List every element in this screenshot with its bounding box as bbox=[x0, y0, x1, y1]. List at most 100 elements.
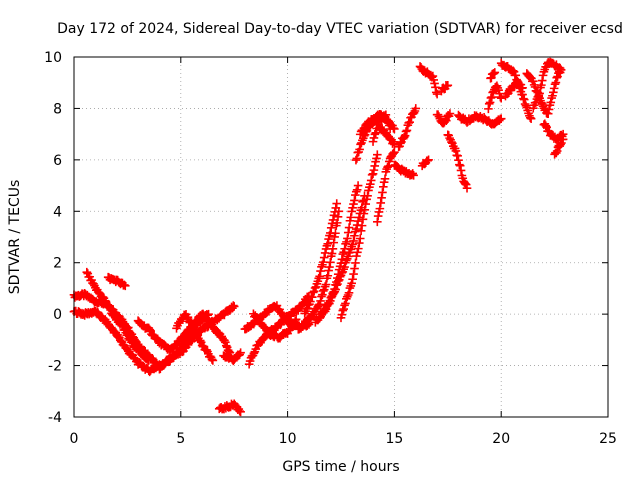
data-point bbox=[340, 262, 349, 272]
data-point bbox=[508, 66, 518, 76]
data-point bbox=[345, 216, 355, 226]
data-point bbox=[323, 239, 333, 249]
data-point bbox=[326, 228, 335, 238]
data-point bbox=[360, 205, 370, 215]
data-point bbox=[383, 162, 392, 172]
x-tick-label: 5 bbox=[176, 431, 185, 447]
data-point bbox=[327, 219, 337, 228]
data-point bbox=[328, 244, 338, 254]
data-point bbox=[552, 73, 562, 82]
data-point bbox=[409, 170, 418, 180]
x-tick-label: 10 bbox=[279, 431, 297, 447]
y-tick-label: 8 bbox=[53, 101, 62, 117]
data-point bbox=[518, 83, 527, 93]
data-point bbox=[379, 177, 389, 187]
data-point bbox=[351, 190, 360, 200]
data-point bbox=[541, 121, 551, 130]
data-point bbox=[309, 287, 319, 296]
data-point bbox=[307, 292, 317, 302]
data-point bbox=[117, 321, 127, 330]
y-axis-label: SDTVAR / TECUs bbox=[7, 180, 23, 295]
data-point bbox=[372, 124, 382, 133]
data-point bbox=[375, 204, 385, 213]
data-point bbox=[236, 407, 245, 417]
data-point bbox=[461, 180, 471, 189]
data-point bbox=[485, 98, 495, 107]
data-point bbox=[328, 215, 338, 225]
data-point bbox=[445, 109, 455, 118]
data-point bbox=[519, 94, 528, 104]
data-point bbox=[183, 312, 193, 322]
data-point bbox=[549, 87, 558, 97]
data-point bbox=[518, 90, 527, 99]
data-point bbox=[390, 147, 399, 157]
data-point bbox=[372, 154, 381, 163]
data-point bbox=[402, 126, 412, 135]
data-point bbox=[429, 75, 439, 85]
data-point bbox=[319, 253, 329, 262]
data-point bbox=[490, 68, 500, 77]
data-point bbox=[120, 281, 130, 291]
data-point bbox=[344, 223, 354, 232]
data-point bbox=[349, 236, 358, 246]
data-point bbox=[315, 272, 324, 281]
data-point bbox=[361, 199, 371, 209]
data-point bbox=[551, 78, 561, 87]
data-point bbox=[495, 89, 504, 98]
data-point bbox=[537, 76, 547, 85]
data-point bbox=[143, 355, 153, 364]
data-point bbox=[337, 310, 347, 320]
data-point bbox=[484, 104, 493, 114]
data-point bbox=[451, 146, 461, 156]
data-point bbox=[333, 212, 343, 222]
data-point bbox=[443, 80, 453, 90]
data-point bbox=[319, 257, 328, 267]
data-point bbox=[198, 309, 208, 319]
data-point bbox=[358, 214, 368, 224]
data-point bbox=[351, 258, 360, 268]
data-point bbox=[431, 83, 440, 92]
data-point bbox=[316, 266, 325, 276]
data-point bbox=[373, 211, 383, 221]
data-point bbox=[350, 231, 359, 241]
data-point bbox=[236, 348, 245, 358]
data-point bbox=[332, 199, 342, 208]
data-point bbox=[341, 299, 350, 308]
data-point bbox=[291, 314, 301, 324]
data-point bbox=[519, 95, 529, 104]
data-point bbox=[326, 296, 335, 306]
chart-title: Day 172 of 2024, Sidereal Day-to-day VTE… bbox=[57, 21, 623, 37]
data-point bbox=[326, 258, 335, 267]
data-point bbox=[370, 161, 380, 171]
data-point bbox=[484, 99, 494, 109]
data-point bbox=[329, 238, 339, 247]
data-point bbox=[461, 179, 470, 189]
data-point bbox=[319, 286, 328, 296]
data-point bbox=[123, 330, 132, 340]
data-point bbox=[544, 105, 554, 114]
data-point bbox=[355, 234, 365, 243]
data-point bbox=[556, 140, 565, 149]
data-point bbox=[373, 150, 382, 160]
data-point bbox=[374, 207, 384, 217]
data-point bbox=[368, 137, 378, 146]
data-point bbox=[367, 170, 377, 180]
data-point bbox=[349, 269, 358, 279]
data-point bbox=[454, 155, 463, 165]
data-point bbox=[355, 145, 364, 154]
data-point bbox=[556, 65, 566, 75]
data-point bbox=[326, 223, 336, 233]
data-point bbox=[351, 224, 361, 234]
data-point bbox=[462, 183, 472, 193]
data-point bbox=[455, 161, 465, 171]
data-point bbox=[196, 337, 206, 347]
data-point bbox=[385, 124, 395, 134]
data-point bbox=[349, 199, 358, 209]
data-point bbox=[331, 203, 341, 213]
y-tick-label: 2 bbox=[53, 256, 62, 272]
data-point bbox=[144, 356, 154, 365]
y-tick-label: 4 bbox=[53, 204, 62, 220]
data-point bbox=[364, 186, 373, 195]
data-point bbox=[342, 237, 351, 247]
